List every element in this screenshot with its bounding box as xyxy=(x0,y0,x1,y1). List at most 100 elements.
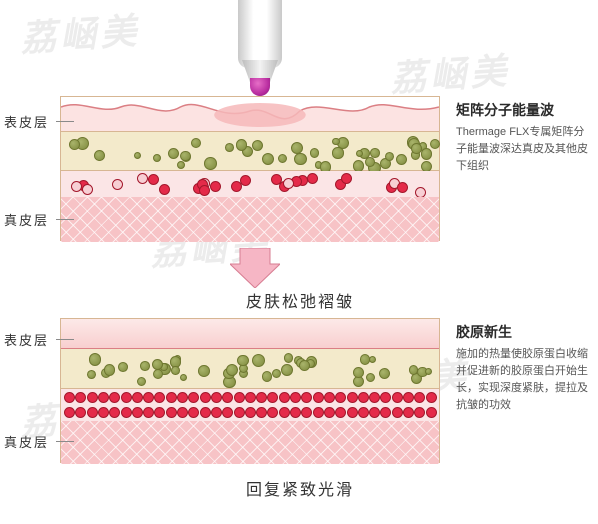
right-title-collagen: 胶原新生 xyxy=(456,322,588,342)
arrow-down-icon xyxy=(230,248,280,288)
collagen-cell xyxy=(159,184,170,195)
granule-dot xyxy=(180,151,190,161)
collagen-cell xyxy=(267,392,278,403)
collagen-cell xyxy=(307,173,318,184)
collagen-cell xyxy=(414,392,425,403)
collagen-cell xyxy=(121,392,132,403)
collagen-cell xyxy=(154,407,165,418)
granule-dot xyxy=(134,152,141,159)
collagen-cell xyxy=(279,392,290,403)
granule-dot xyxy=(177,161,185,169)
collagen-cell xyxy=(234,407,245,418)
collagen-cell xyxy=(211,407,222,418)
granule-dot xyxy=(385,152,394,161)
label-epidermis: 表皮层 xyxy=(4,330,64,349)
collagen-cell xyxy=(64,407,75,418)
collagen-cell xyxy=(177,407,188,418)
granule-dot xyxy=(168,148,179,159)
granule-dot xyxy=(365,157,375,167)
granule-dot xyxy=(409,365,419,375)
granule-dot xyxy=(379,368,390,379)
granule-dot xyxy=(421,148,433,160)
collagen-cell xyxy=(392,392,403,403)
collagen-cell xyxy=(324,407,335,418)
collagen-cell xyxy=(87,392,98,403)
collagen-cell xyxy=(177,392,188,403)
skin-panel-before xyxy=(60,96,440,241)
collagen-cell xyxy=(245,392,256,403)
collagen-cell xyxy=(200,392,211,403)
collagen-cell xyxy=(358,392,369,403)
collagen-cell xyxy=(392,407,403,418)
collagen-cell xyxy=(132,392,143,403)
collagen-cell xyxy=(109,392,120,403)
collagen-cell xyxy=(397,182,408,193)
granule-dot xyxy=(252,140,263,151)
collagen-cell xyxy=(154,392,165,403)
collagen-cell xyxy=(64,392,75,403)
collagen-cell xyxy=(75,407,86,418)
device-tip xyxy=(250,78,270,96)
collagen-cell xyxy=(98,392,109,403)
collagen-cell xyxy=(335,392,346,403)
collagen-cell xyxy=(222,407,233,418)
granule-dot xyxy=(118,362,128,372)
granule-dot xyxy=(180,374,187,381)
right-body-collagen: 施加的热量使胶原蛋白收缩并促进新的胶原蛋白开始生长，实现深度紧肤，提拉及抗皱的功… xyxy=(456,346,588,414)
collagen-cell xyxy=(358,407,369,418)
collagen-cells-dense xyxy=(61,389,439,421)
collagen-cell xyxy=(341,173,352,184)
collagen-cell xyxy=(87,407,98,418)
collagen-cell xyxy=(137,173,148,184)
granule-dot xyxy=(171,366,179,374)
collagen-cell xyxy=(403,407,414,418)
collagen-cell xyxy=(283,178,294,189)
collagen-cell xyxy=(256,407,267,418)
collagen-cell xyxy=(426,407,437,418)
collagen-cell xyxy=(166,407,177,418)
caption-after: 回复紧致光滑 xyxy=(200,476,400,500)
label-epidermis: 表皮层 xyxy=(4,112,64,131)
granule-dot xyxy=(89,353,101,365)
collagen-cell xyxy=(75,392,86,403)
granule-dot xyxy=(204,157,216,169)
collagen-cell xyxy=(347,407,358,418)
granule-dot xyxy=(262,153,274,165)
collagen-cell xyxy=(98,407,109,418)
right-body-energy: Thermage FLX专属矩阵分子能量波深达真皮及其他皮下组织 xyxy=(456,124,588,175)
collagen-cell xyxy=(188,392,199,403)
collagen-cell xyxy=(188,407,199,418)
papillary-layer xyxy=(61,349,439,389)
collagen-cell xyxy=(240,175,251,186)
collagen-cell xyxy=(335,407,346,418)
collagen-cell xyxy=(234,392,245,403)
collagen-cell xyxy=(199,185,210,196)
granule-dot xyxy=(299,360,310,371)
collagen-cell xyxy=(143,392,154,403)
collagen-cell xyxy=(245,407,256,418)
collagen-cell xyxy=(369,407,380,418)
granule-dot xyxy=(137,377,146,386)
collagen-cell xyxy=(380,407,391,418)
right-title-energy: 矩阵分子能量波 xyxy=(456,100,588,120)
granule-dot xyxy=(284,353,294,363)
collagen-cell xyxy=(267,407,278,418)
collagen-cell xyxy=(313,407,324,418)
collagen-cell xyxy=(290,392,301,403)
granule-dot xyxy=(153,154,162,163)
collagen-cell xyxy=(211,392,222,403)
granule-dot xyxy=(236,139,248,151)
granule-dot xyxy=(360,354,370,364)
collagen-cell xyxy=(112,179,123,190)
collagen-cell xyxy=(132,407,143,418)
granule-dot xyxy=(252,354,265,367)
granule-dot xyxy=(104,364,116,376)
collagen-cell xyxy=(166,392,177,403)
collagen-cell xyxy=(148,174,159,185)
watermark: 荔崡美 xyxy=(18,2,141,62)
granule-dot xyxy=(225,143,234,152)
caption-before: 皮肤松弛褶皱 xyxy=(200,288,400,312)
granule-dot xyxy=(396,154,407,165)
collagen-cell xyxy=(279,407,290,418)
collagen-cell xyxy=(256,392,267,403)
